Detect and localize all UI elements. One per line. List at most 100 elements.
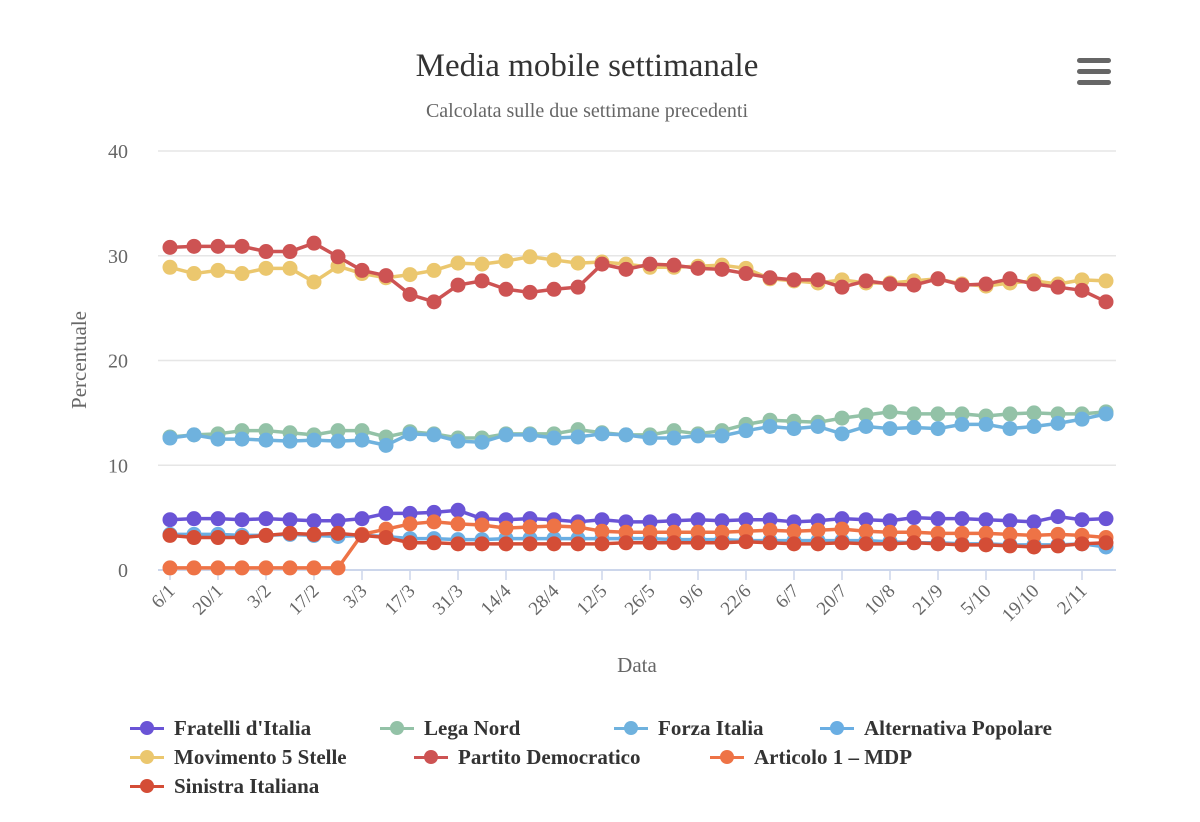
- data-point[interactable]: [618, 261, 634, 277]
- data-point[interactable]: [858, 536, 874, 552]
- data-point[interactable]: [354, 262, 370, 278]
- data-point[interactable]: [450, 255, 466, 271]
- data-point[interactable]: [618, 427, 634, 443]
- data-point[interactable]: [402, 426, 418, 442]
- data-point[interactable]: [1050, 538, 1066, 554]
- data-point[interactable]: [1050, 526, 1066, 542]
- data-point[interactable]: [762, 270, 778, 286]
- data-point[interactable]: [618, 514, 634, 530]
- data-point[interactable]: [186, 266, 202, 282]
- data-point[interactable]: [786, 421, 802, 437]
- data-point[interactable]: [978, 525, 994, 541]
- data-point[interactable]: [738, 512, 754, 528]
- data-point[interactable]: [762, 418, 778, 434]
- data-point[interactable]: [666, 524, 682, 540]
- data-point[interactable]: [858, 273, 874, 289]
- data-point[interactable]: [378, 530, 394, 546]
- data-point[interactable]: [642, 430, 658, 446]
- data-point[interactable]: [618, 535, 634, 551]
- data-point[interactable]: [1074, 272, 1090, 288]
- data-point[interactable]: [594, 536, 610, 552]
- legend-item[interactable]: Movimento 5 Stelle: [130, 743, 347, 771]
- data-point[interactable]: [1026, 405, 1042, 421]
- data-point[interactable]: [450, 433, 466, 449]
- data-point[interactable]: [354, 511, 370, 527]
- data-point[interactable]: [378, 437, 394, 453]
- data-point[interactable]: [210, 238, 226, 254]
- data-point[interactable]: [978, 416, 994, 432]
- data-point[interactable]: [474, 517, 490, 533]
- data-point[interactable]: [666, 513, 682, 529]
- data-point[interactable]: [690, 428, 706, 444]
- data-point[interactable]: [642, 256, 658, 272]
- legend-item[interactable]: Fratelli d'Italia: [130, 714, 311, 742]
- data-point[interactable]: [786, 536, 802, 552]
- data-point[interactable]: [1074, 536, 1090, 552]
- data-point[interactable]: [402, 516, 418, 532]
- data-point[interactable]: [1098, 273, 1114, 289]
- data-point[interactable]: [690, 535, 706, 551]
- legend-item[interactable]: Articolo 1 – MDP: [710, 743, 912, 771]
- data-point[interactable]: [546, 252, 562, 268]
- hamburger-menu-icon[interactable]: [1072, 54, 1116, 90]
- data-point[interactable]: [474, 434, 490, 450]
- data-point[interactable]: [522, 519, 538, 535]
- data-point[interactable]: [498, 520, 514, 536]
- data-point[interactable]: [1098, 294, 1114, 310]
- data-point[interactable]: [378, 268, 394, 284]
- data-point[interactable]: [1002, 513, 1018, 529]
- data-point[interactable]: [570, 255, 586, 271]
- data-point[interactable]: [306, 560, 322, 576]
- data-point[interactable]: [474, 536, 490, 552]
- data-point[interactable]: [1074, 512, 1090, 528]
- data-point[interactable]: [954, 511, 970, 527]
- data-point[interactable]: [186, 560, 202, 576]
- data-point[interactable]: [1026, 539, 1042, 555]
- data-point[interactable]: [210, 262, 226, 278]
- data-point[interactable]: [1026, 527, 1042, 543]
- data-point[interactable]: [1050, 279, 1066, 295]
- data-point[interactable]: [810, 272, 826, 288]
- data-point[interactable]: [1074, 282, 1090, 298]
- data-point[interactable]: [498, 253, 514, 269]
- data-point[interactable]: [234, 431, 250, 447]
- data-point[interactable]: [210, 431, 226, 447]
- data-point[interactable]: [1074, 411, 1090, 427]
- data-point[interactable]: [954, 406, 970, 422]
- data-point[interactable]: [834, 426, 850, 442]
- data-point[interactable]: [258, 260, 274, 276]
- data-point[interactable]: [258, 244, 274, 260]
- data-point[interactable]: [330, 433, 346, 449]
- data-point[interactable]: [810, 522, 826, 538]
- data-point[interactable]: [402, 267, 418, 283]
- data-point[interactable]: [954, 525, 970, 541]
- data-point[interactable]: [930, 271, 946, 287]
- data-point[interactable]: [498, 536, 514, 552]
- data-point[interactable]: [546, 536, 562, 552]
- data-point[interactable]: [186, 511, 202, 527]
- data-point[interactable]: [1026, 418, 1042, 434]
- data-point[interactable]: [546, 430, 562, 446]
- data-point[interactable]: [882, 536, 898, 552]
- data-point[interactable]: [210, 511, 226, 527]
- data-point[interactable]: [1002, 271, 1018, 287]
- data-point[interactable]: [426, 294, 442, 310]
- legend-item[interactable]: Alternativa Popolare: [820, 714, 1052, 742]
- data-point[interactable]: [162, 560, 178, 576]
- data-point[interactable]: [402, 535, 418, 551]
- data-point[interactable]: [930, 536, 946, 552]
- data-point[interactable]: [594, 426, 610, 442]
- data-point[interactable]: [450, 516, 466, 532]
- data-point[interactable]: [306, 513, 322, 529]
- data-point[interactable]: [162, 512, 178, 528]
- data-point[interactable]: [162, 527, 178, 543]
- data-point[interactable]: [642, 514, 658, 530]
- data-point[interactable]: [738, 423, 754, 439]
- data-point[interactable]: [690, 512, 706, 528]
- data-point[interactable]: [306, 432, 322, 448]
- data-point[interactable]: [162, 430, 178, 446]
- data-point[interactable]: [570, 429, 586, 445]
- data-point[interactable]: [594, 512, 610, 528]
- data-point[interactable]: [738, 523, 754, 539]
- data-point[interactable]: [306, 235, 322, 251]
